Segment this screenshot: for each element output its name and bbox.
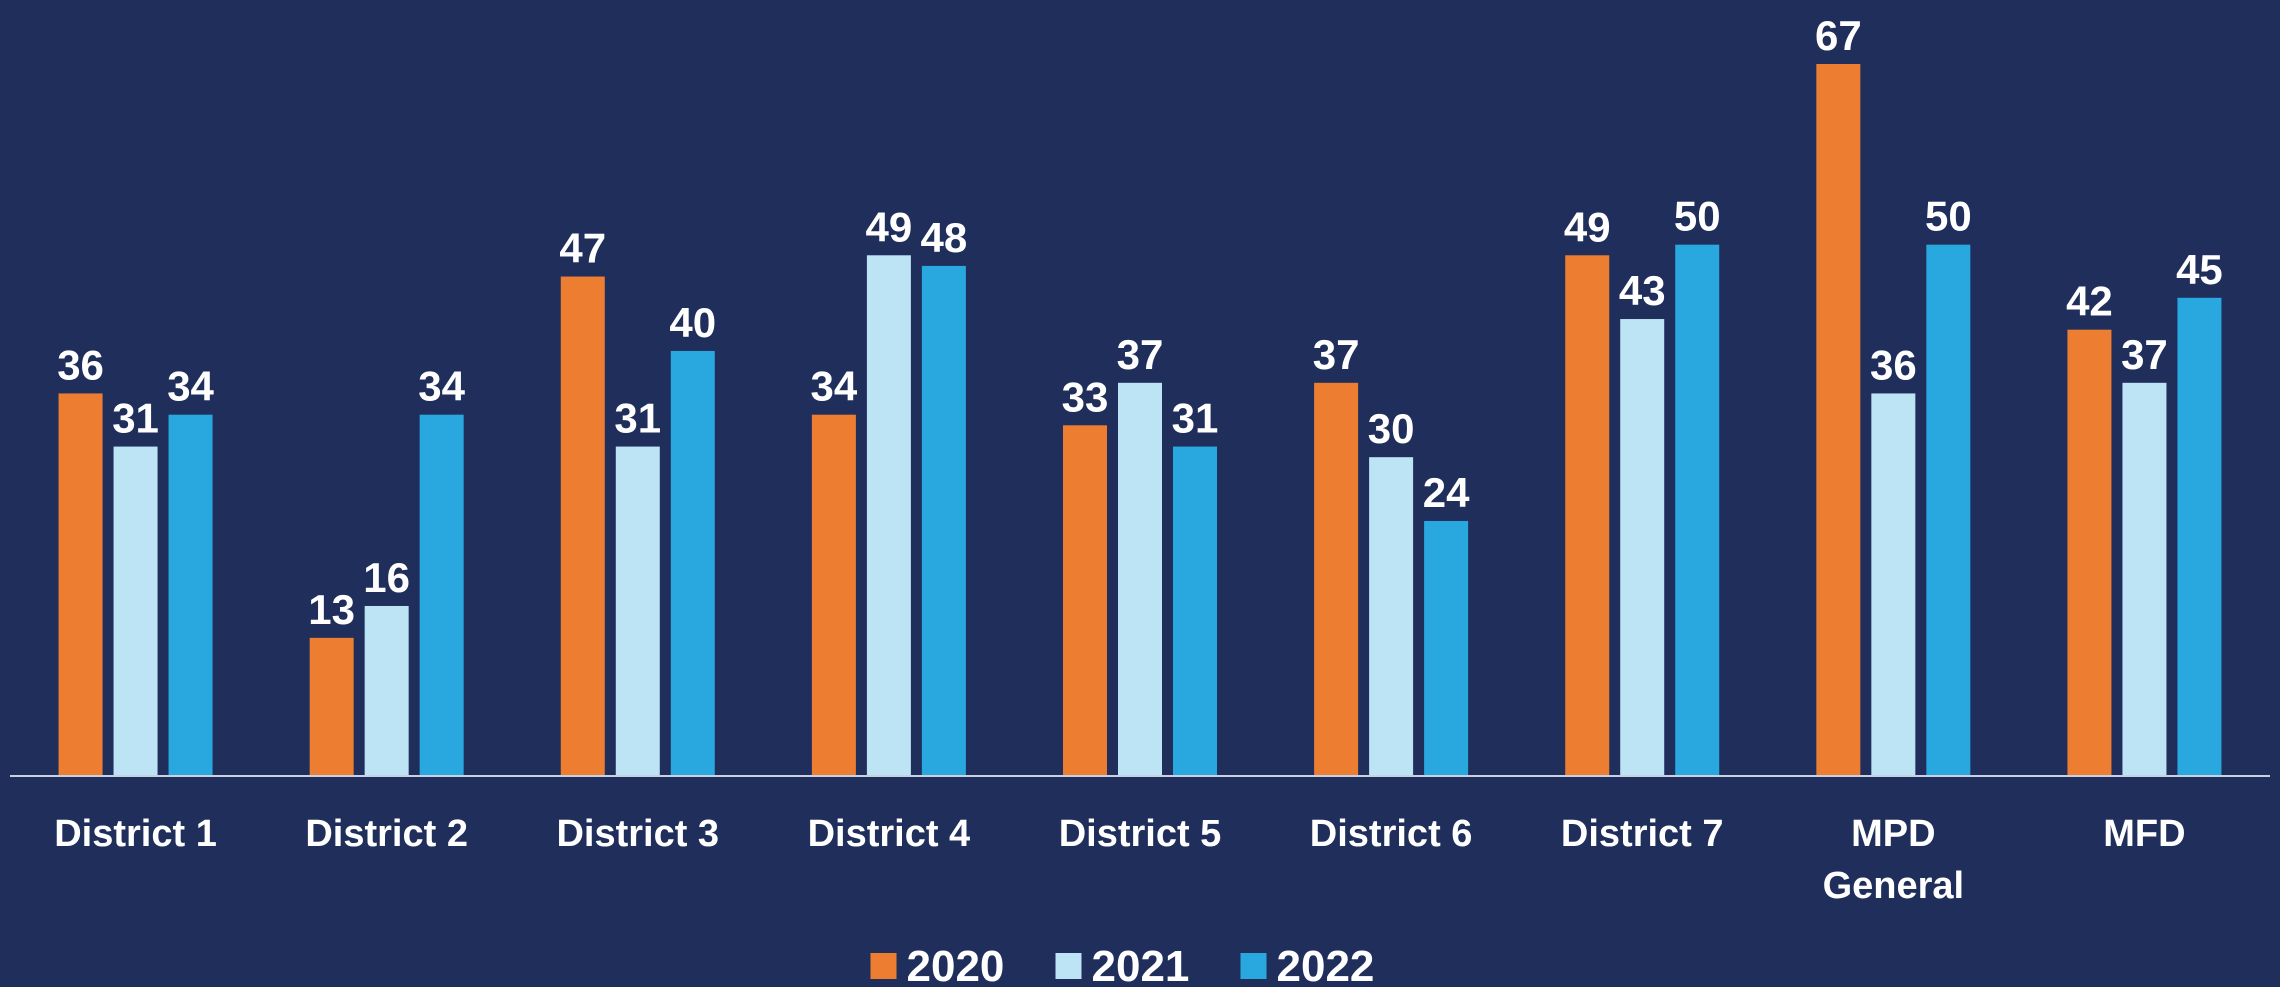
value-label: 50	[1674, 193, 1721, 240]
bar	[811, 414, 856, 776]
x-tick-label: District 6	[1309, 813, 1473, 855]
bar	[2122, 382, 2167, 776]
value-label: 34	[418, 363, 465, 410]
bar	[1926, 244, 1971, 776]
value-label: 47	[559, 225, 606, 272]
value-label: 34	[167, 363, 214, 410]
value-label: 13	[308, 586, 355, 633]
legend-swatch	[870, 953, 897, 979]
x-tick-label: District 7	[1560, 813, 1724, 855]
value-label: 49	[1564, 203, 1611, 250]
bar	[1314, 382, 1359, 776]
bar	[419, 414, 464, 776]
bar	[2177, 297, 2222, 776]
bar	[670, 350, 715, 776]
value-label: 36	[57, 341, 104, 388]
legend-label: 2022	[1277, 942, 1375, 987]
bar	[921, 265, 966, 776]
bar	[866, 255, 911, 777]
value-label: 49	[866, 203, 913, 250]
value-label: 36	[1870, 341, 1917, 388]
bar	[113, 446, 158, 776]
bar	[1816, 64, 1861, 776]
x-tick-label: District 4	[807, 813, 971, 855]
bar	[2067, 329, 2112, 776]
value-label: 48	[921, 214, 968, 261]
x-tick-label: District 1	[54, 813, 217, 855]
value-label: 37	[1313, 331, 1360, 378]
bar	[58, 393, 103, 776]
bar	[309, 637, 354, 776]
legend-swatch	[1055, 953, 1082, 979]
value-label: 43	[1619, 267, 1666, 314]
bar	[364, 605, 409, 776]
x-tick-label: District 2	[305, 813, 468, 855]
bar	[1118, 382, 1162, 776]
value-label: 50	[1925, 193, 1972, 240]
legend-label: 2021	[1092, 942, 1190, 987]
value-label: 34	[811, 363, 858, 410]
value-label: 24	[1423, 469, 1470, 516]
bar	[1675, 244, 1720, 776]
value-label: 30	[1368, 405, 1415, 452]
value-label: 33	[1062, 373, 1109, 420]
value-label: 37	[1117, 331, 1164, 378]
value-label: 45	[2176, 246, 2223, 293]
bar	[168, 414, 213, 776]
value-label: 67	[1815, 12, 1862, 59]
bar	[1063, 425, 1107, 776]
x-tick-label: MPD General	[1822, 813, 1965, 907]
value-label: 37	[2121, 331, 2168, 378]
bar	[1369, 457, 1414, 776]
bar	[1424, 520, 1469, 776]
x-tick-label: District 3	[556, 813, 720, 855]
bar	[1173, 446, 1217, 776]
legend-label: 2020	[907, 942, 1005, 987]
value-label: 31	[112, 395, 159, 442]
bar	[560, 276, 605, 776]
value-label: 42	[2066, 278, 2113, 325]
bar	[615, 446, 660, 776]
value-label: 16	[363, 554, 410, 601]
x-tick-label: MFD	[2103, 813, 2186, 855]
x-tick-label: District 5	[1058, 813, 1222, 855]
bar	[1565, 255, 1610, 777]
bar	[1871, 393, 1916, 776]
value-label: 40	[669, 299, 716, 346]
bar	[1620, 319, 1665, 776]
legend-swatch	[1240, 953, 1267, 979]
value-label: 31	[1172, 395, 1219, 442]
value-label: 31	[614, 395, 661, 442]
